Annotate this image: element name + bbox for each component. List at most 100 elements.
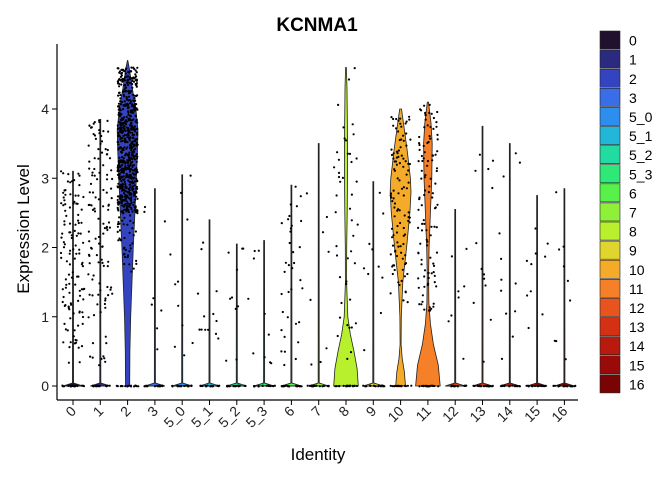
- cell-point: [423, 104, 426, 107]
- cell-point: [120, 171, 123, 174]
- cell-point: [127, 179, 130, 182]
- violin-14: [498, 143, 522, 388]
- cell-point: [99, 289, 102, 292]
- cell-point: [119, 159, 122, 162]
- cell-point: [60, 170, 63, 173]
- cell-point: [337, 175, 341, 179]
- cell-point: [571, 385, 574, 388]
- cell-point: [156, 327, 159, 330]
- cell-point: [237, 384, 240, 387]
- legend-swatch-8: [599, 221, 621, 241]
- cell-point: [124, 129, 127, 132]
- cell-point: [355, 180, 358, 183]
- cell-point: [120, 72, 123, 75]
- cell-point: [97, 198, 100, 201]
- cell-point: [301, 287, 304, 290]
- cell-point: [319, 360, 322, 364]
- cell-point: [130, 128, 133, 131]
- cell-point: [206, 384, 209, 387]
- cell-point: [553, 339, 556, 342]
- cell-point: [124, 83, 127, 87]
- cell-point: [120, 179, 123, 183]
- cell-point: [64, 278, 67, 281]
- cell-point: [68, 282, 71, 285]
- cell-point: [562, 265, 566, 268]
- cell-point: [132, 181, 135, 184]
- cell-point: [393, 268, 396, 272]
- cell-point: [337, 171, 341, 174]
- cell-point: [420, 169, 423, 172]
- cell-point: [408, 118, 411, 121]
- cell-point: [405, 187, 408, 190]
- cell-point: [74, 194, 77, 197]
- cell-point: [87, 253, 91, 256]
- cell-point: [399, 221, 402, 225]
- cell-point: [137, 385, 140, 388]
- cell-point: [99, 311, 102, 314]
- plot-area: [59, 60, 577, 388]
- cell-point: [111, 292, 114, 295]
- cell-point: [121, 204, 124, 207]
- cell-point: [418, 196, 421, 199]
- cell-point: [136, 180, 139, 183]
- cell-point: [127, 133, 130, 137]
- legend-label-12: 12: [629, 300, 645, 316]
- legend-label-3: 3: [629, 90, 637, 106]
- cell-point: [104, 335, 107, 338]
- cell-point: [130, 196, 133, 199]
- violin-7: [305, 143, 330, 388]
- cell-point: [136, 187, 139, 190]
- cell-point: [389, 253, 392, 256]
- cell-point: [120, 126, 123, 129]
- cell-point: [119, 135, 122, 138]
- cell-point: [117, 67, 120, 70]
- cell-point: [98, 282, 101, 285]
- cell-point: [390, 148, 393, 151]
- cell-point: [406, 272, 409, 276]
- cell-point: [402, 226, 405, 230]
- cell-point: [126, 256, 129, 259]
- cell-point: [118, 185, 121, 188]
- violin-body-11: [415, 101, 441, 387]
- cell-point: [395, 163, 398, 166]
- cell-point: [118, 156, 121, 159]
- cell-point: [73, 200, 76, 203]
- cell-point: [203, 315, 206, 318]
- cell-point: [406, 384, 409, 387]
- cell-point: [64, 193, 67, 196]
- cell-point: [424, 189, 427, 192]
- cell-point: [543, 385, 546, 388]
- cell-point: [106, 228, 109, 232]
- cell-point: [398, 162, 401, 165]
- cell-point: [404, 291, 407, 294]
- cell-point: [423, 176, 426, 179]
- violin-1: [87, 118, 114, 388]
- cell-point: [143, 385, 146, 388]
- cell-point: [124, 190, 127, 193]
- cell-point: [405, 132, 408, 135]
- cell-point: [424, 113, 427, 117]
- cell-point: [93, 210, 97, 213]
- cell-point: [106, 173, 109, 176]
- cell-point: [135, 143, 138, 146]
- cell-point: [131, 169, 134, 172]
- cell-point: [233, 384, 236, 388]
- cell-point: [281, 310, 284, 314]
- cell-point: [143, 210, 146, 213]
- cell-point: [128, 139, 131, 142]
- cell-point: [82, 241, 85, 244]
- cell-point: [427, 140, 430, 144]
- cell-point: [400, 385, 403, 388]
- legend-swatch-1: [599, 49, 621, 69]
- cell-point: [290, 224, 293, 227]
- cell-point: [338, 276, 342, 279]
- cell-point: [283, 350, 286, 353]
- cell-point: [215, 319, 218, 323]
- cell-point: [391, 272, 394, 276]
- cell-point: [396, 177, 399, 180]
- legend-swatch-5_1: [599, 126, 621, 145]
- cell-point: [300, 219, 303, 223]
- cell-point: [405, 173, 408, 176]
- cell-point: [97, 293, 100, 296]
- cell-point: [212, 312, 215, 316]
